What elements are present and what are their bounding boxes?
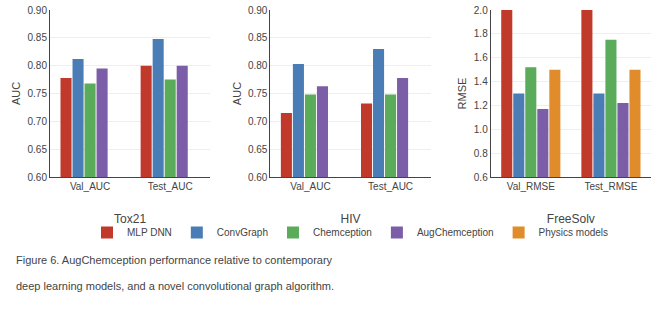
svg-text:0.70: 0.70 <box>28 116 48 127</box>
svg-text:0.60: 0.60 <box>248 172 268 183</box>
svg-text:0.6: 0.6 <box>474 172 488 183</box>
svg-text:Figure 6. AugChemception perfo: Figure 6. AugChemception performance rel… <box>16 254 333 266</box>
svg-text:0.85: 0.85 <box>28 32 48 43</box>
svg-text:Val_AUC: Val_AUC <box>70 181 110 192</box>
svg-text:HIV: HIV <box>340 212 360 226</box>
svg-text:0.8: 0.8 <box>474 148 488 159</box>
svg-text:0.90: 0.90 <box>28 5 48 16</box>
svg-text:0.75: 0.75 <box>28 88 48 99</box>
svg-text:Test_AUC: Test_AUC <box>148 181 193 192</box>
svg-text:0.85: 0.85 <box>248 32 268 43</box>
svg-text:1.2: 1.2 <box>474 100 488 111</box>
svg-text:1.6: 1.6 <box>474 52 488 63</box>
svg-text:0.65: 0.65 <box>248 144 268 155</box>
svg-text:AUC: AUC <box>231 82 243 105</box>
svg-text:Val_AUC: Val_AUC <box>290 181 330 192</box>
svg-text:Test_RMSE: Test_RMSE <box>585 181 638 192</box>
svg-text:AUC: AUC <box>10 82 22 105</box>
svg-text:FreeSolv: FreeSolv <box>547 212 595 226</box>
svg-text:0.80: 0.80 <box>248 60 268 71</box>
svg-text:AugChemception: AugChemception <box>417 227 494 238</box>
svg-text:Val_RMSE: Val_RMSE <box>507 181 555 192</box>
svg-text:2.0: 2.0 <box>474 5 488 16</box>
svg-text:MLP DNN: MLP DNN <box>127 227 172 238</box>
svg-text:0.90: 0.90 <box>248 5 268 16</box>
svg-text:Test_AUC: Test_AUC <box>368 181 413 192</box>
svg-text:Tox21: Tox21 <box>114 212 146 226</box>
svg-text:ConvGraph: ConvGraph <box>217 227 268 238</box>
svg-text:1.4: 1.4 <box>474 76 488 87</box>
svg-text:1.0: 1.0 <box>474 124 488 135</box>
svg-text:1.8: 1.8 <box>474 28 488 39</box>
svg-text:deep learning models, and a no: deep learning models, and a novel convol… <box>16 280 334 292</box>
svg-text:Chemception: Chemception <box>313 227 372 238</box>
svg-text:0.80: 0.80 <box>28 60 48 71</box>
svg-text:0.60: 0.60 <box>28 172 48 183</box>
svg-text:0.65: 0.65 <box>28 144 48 155</box>
svg-text:Physics models: Physics models <box>539 227 608 238</box>
svg-text:0.75: 0.75 <box>248 88 268 99</box>
svg-text:RMSE: RMSE <box>456 78 468 110</box>
svg-text:0.70: 0.70 <box>248 116 268 127</box>
